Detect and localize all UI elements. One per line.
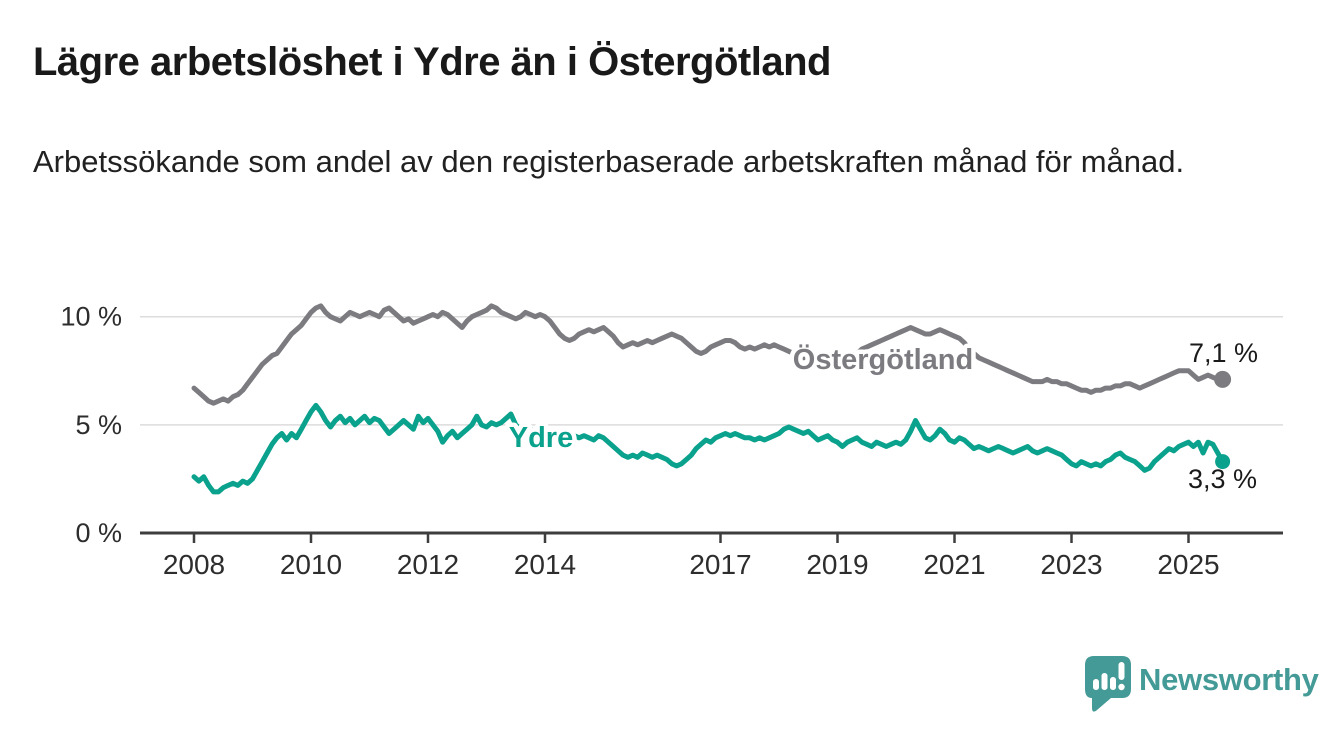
- x-tick-label-2021: 2021: [923, 549, 985, 580]
- y-axis-labels: 0 % 5 % 10 %: [60, 302, 122, 548]
- y-tick-label-10: 10 %: [60, 302, 122, 332]
- value-label-ostergotland: 7,1 %: [1189, 338, 1258, 368]
- x-tick-label-2023: 2023: [1040, 549, 1102, 580]
- y-tick-label-5: 5 %: [75, 410, 122, 440]
- bar-chart-glyph: [1093, 662, 1125, 691]
- series-label-ydre: Ydre: [509, 422, 573, 454]
- x-tick-label-2010: 2010: [280, 549, 342, 580]
- value-label-ydre: 3,3 %: [1188, 464, 1257, 494]
- newsworthy-logo-mark: [1085, 656, 1131, 712]
- x-tick-label-2008: 2008: [163, 549, 225, 580]
- chart-subtitle: Arbetssökande som andel av den registerb…: [33, 144, 1185, 179]
- x-tick-label-2014: 2014: [514, 549, 576, 580]
- series-label-ostergotland: Östergötland: [793, 343, 973, 376]
- x-axis-labels: 2008 2010 2012 2014 2017 2019 2021 2023 2025: [163, 549, 1220, 580]
- ydre-end-dot: [1215, 454, 1231, 470]
- x-axis-ticks: [192, 533, 1190, 543]
- x-tick-label-2017: 2017: [689, 549, 751, 580]
- chart-title: Lägre arbetslöshet i Ydre än i Östergötl…: [33, 40, 831, 84]
- x-tick-label-2019: 2019: [806, 549, 868, 580]
- newsworthy-logo-text: Newsworthy: [1139, 662, 1320, 697]
- x-tick-label-2012: 2012: [397, 549, 459, 580]
- y-tick-label-0: 0 %: [75, 518, 122, 548]
- ostergotland-end-dot: [1214, 370, 1232, 388]
- newsworthy-logo: Newsworthy: [1085, 656, 1320, 712]
- x-tick-label-2025: 2025: [1157, 549, 1219, 580]
- ostergotland-line: [191, 303, 1226, 406]
- ydre-line: [191, 402, 1226, 495]
